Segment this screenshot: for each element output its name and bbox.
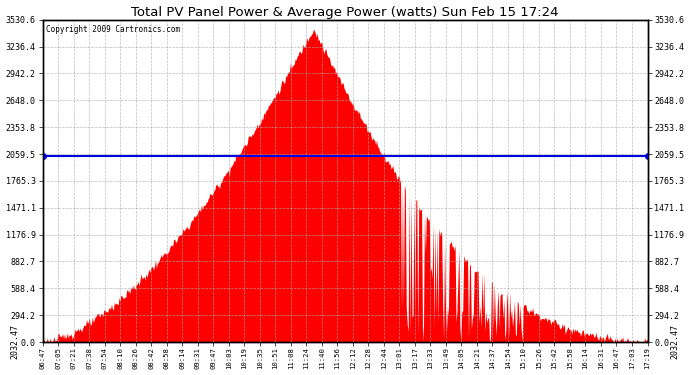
Title: Total PV Panel Power & Average Power (watts) Sun Feb 15 17:24: Total PV Panel Power & Average Power (wa… [131,6,559,18]
Text: 2032.47: 2032.47 [670,324,679,360]
Text: 2032.47: 2032.47 [11,324,20,360]
Text: Copyright 2009 Cartronics.com: Copyright 2009 Cartronics.com [46,24,179,33]
